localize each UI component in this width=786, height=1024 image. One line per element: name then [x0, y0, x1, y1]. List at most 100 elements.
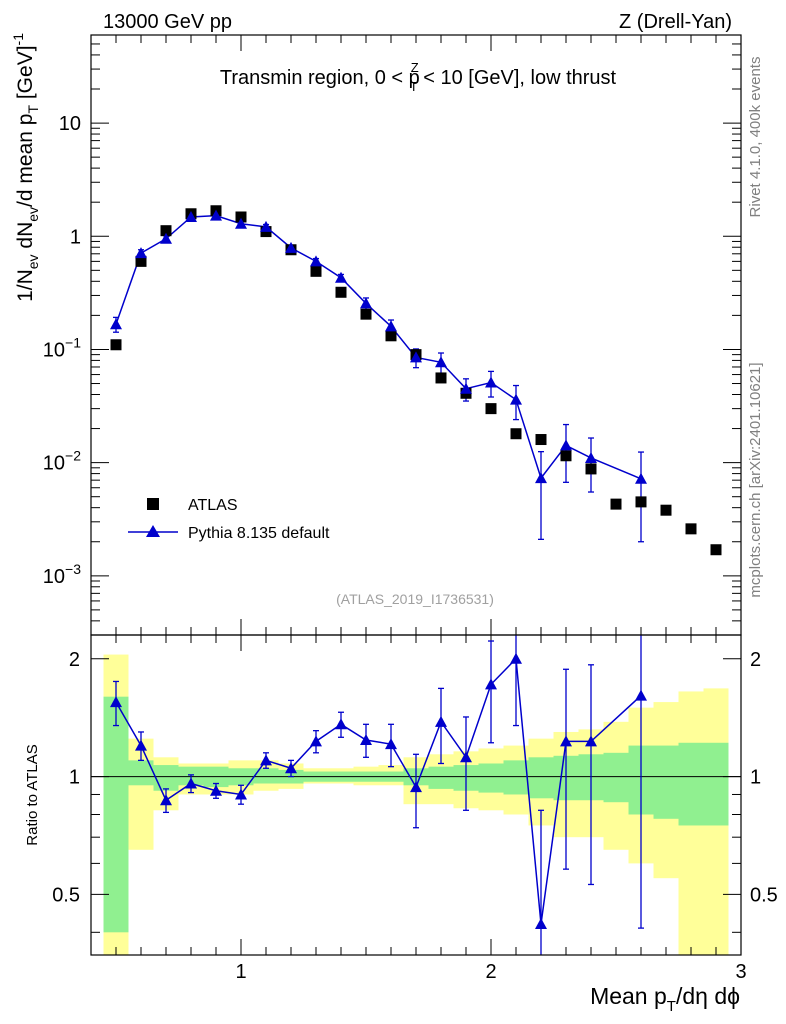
- atlas-data-point: [435, 372, 447, 384]
- ratio-data-point: [485, 678, 497, 690]
- atlas-data-point: [585, 463, 597, 475]
- ratio-y-tick-label-right: 0.5: [750, 884, 778, 906]
- mc-data-point: [435, 356, 447, 368]
- mc-data-point: [210, 209, 222, 221]
- atlas-data-point: [485, 403, 497, 415]
- ratio-data-point: [235, 788, 247, 800]
- atlas-data-point: [560, 450, 572, 462]
- ratio-axes-ticks: [90, 635, 742, 955]
- atlas-data-point: [610, 498, 622, 510]
- ratio-data-point: [385, 738, 397, 750]
- ratio-data-point: [560, 735, 572, 747]
- mc-data-point: [285, 241, 297, 253]
- legend-mc-marker: [146, 525, 160, 537]
- atlas-data-point: [335, 286, 347, 298]
- atlas-data-point: [235, 211, 247, 223]
- ratio-inner-band-bin: [103, 696, 129, 933]
- legend-mc-label: Pythia 8.135 default: [188, 525, 330, 542]
- x-tick-label: 1: [235, 961, 246, 983]
- mc-data-point: [110, 318, 122, 330]
- legend-atlas-marker: [147, 498, 159, 510]
- mc-data-point: [135, 247, 147, 259]
- main-y-tick-label: 10−2: [43, 448, 81, 475]
- main-y-tick-label: 1: [70, 226, 81, 248]
- atlas-data-point: [135, 255, 147, 267]
- mc-data-point: [510, 393, 522, 405]
- atlas-data-point: [685, 523, 697, 535]
- main-y-tick-label: 10: [59, 113, 81, 135]
- mc-data-point: [635, 472, 647, 484]
- ratio-inner-band-bin: [678, 742, 704, 826]
- ratio-data-point: [210, 784, 222, 796]
- mcplots-credit-label: mcplots.cern.ch [arXiv:2401.10621]: [747, 362, 764, 597]
- rivet-version-label: Rivet 4.1.0, 400k events: [747, 57, 764, 218]
- ratio-inner-band-bin: [153, 765, 179, 791]
- x-tick-labels: 1 2 3: [235, 961, 746, 983]
- ratio-y-tick-label: 2: [69, 649, 80, 671]
- x-tick-label: 3: [735, 961, 746, 983]
- ratio-data-marks: [110, 635, 647, 955]
- atlas-data-point: [635, 496, 647, 508]
- analysis-id-label: (ATLAS_2019_I1736531): [336, 591, 494, 607]
- atlas-data-point: [710, 544, 722, 556]
- header-energy-label: 13000 GeV pp: [103, 11, 232, 33]
- ratio-data-point: [360, 734, 372, 746]
- mc-data-point: [460, 382, 472, 394]
- mc-series-line: [115, 214, 642, 480]
- atlas-data-point: [535, 434, 547, 446]
- ratio-inner-band-bin: [253, 768, 279, 784]
- ratio-inner-band-bin: [653, 745, 679, 819]
- mc-data-point: [310, 255, 322, 267]
- ratio-data-point: [185, 777, 197, 789]
- ratio-y-axis-label: Ratio to ATLAS: [24, 744, 41, 845]
- ratio-inner-band-bin: [703, 742, 729, 826]
- ratio-data-point: [535, 918, 547, 930]
- main-plot-panel: 10−3 10−2 10−1 1 10 Transmin region, 0 < pZ T…: [10, 33, 742, 636]
- legend-atlas-label: ATLAS: [188, 497, 238, 514]
- ratio-inner-band-bin: [603, 752, 629, 803]
- ratio-data-point: [410, 781, 422, 793]
- mc-data-point: [485, 376, 497, 388]
- main-y-axis-label: 1/Nev dNev/d mean pT [GeV]-1: [10, 33, 41, 302]
- ratio-y-tick-label-right: 2: [750, 649, 761, 671]
- atlas-data-point: [110, 339, 122, 351]
- ratio-data-point: [510, 652, 522, 664]
- ratio-inner-band-bin: [478, 763, 504, 793]
- ratio-data-point: [160, 794, 172, 806]
- mc-data-point: [410, 351, 422, 363]
- ratio-y-tick-label: 1: [69, 767, 80, 789]
- atlas-data-point: [385, 330, 397, 342]
- mc-data-point: [260, 220, 272, 232]
- mc-data-point: [385, 320, 397, 332]
- x-axis-label: Mean pT/dη dϕ: [590, 983, 740, 1015]
- ratio-data-point: [435, 715, 447, 727]
- legend: ATLAS Pythia 8.135 default: [128, 497, 330, 542]
- ratio-data-point: [260, 754, 272, 766]
- main-y-tick-label: 10−1: [43, 334, 81, 361]
- atlas-data-point: [660, 504, 672, 516]
- mc-data-point: [235, 217, 247, 229]
- ratio-data-point: [460, 751, 472, 763]
- mc-data-point: [585, 451, 597, 463]
- mc-data-point: [560, 439, 572, 451]
- ratio-tick-labels: 0.5 0.5 1 1 2 2: [52, 649, 778, 907]
- plot-title: Transmin region, 0 < pZ T < 10 [GeV], low…: [220, 60, 617, 94]
- ratio-inner-band-bin: [428, 766, 454, 789]
- mc-data-point: [535, 472, 547, 484]
- main-plot-frame: [90, 34, 742, 636]
- main-data-marks: [110, 205, 722, 556]
- ratio-y-tick-label: 0.5: [52, 884, 80, 906]
- atlas-data-point: [360, 308, 372, 320]
- main-y-tick-label: 10−3: [43, 561, 81, 588]
- ratio-data-point: [285, 762, 297, 774]
- main-axes-ticks: [90, 34, 742, 636]
- main-y-tick-labels: 10−3 10−2 10−1 1 10: [43, 113, 81, 588]
- ratio-data-point: [310, 735, 322, 747]
- ratio-data-point: [585, 735, 597, 747]
- mc-data-point: [185, 210, 197, 222]
- atlas-data-point: [510, 428, 522, 440]
- ratio-y-tick-label-right: 1: [750, 767, 761, 789]
- mc-data-point: [360, 297, 372, 309]
- ratio-inner-band-bin: [528, 757, 554, 799]
